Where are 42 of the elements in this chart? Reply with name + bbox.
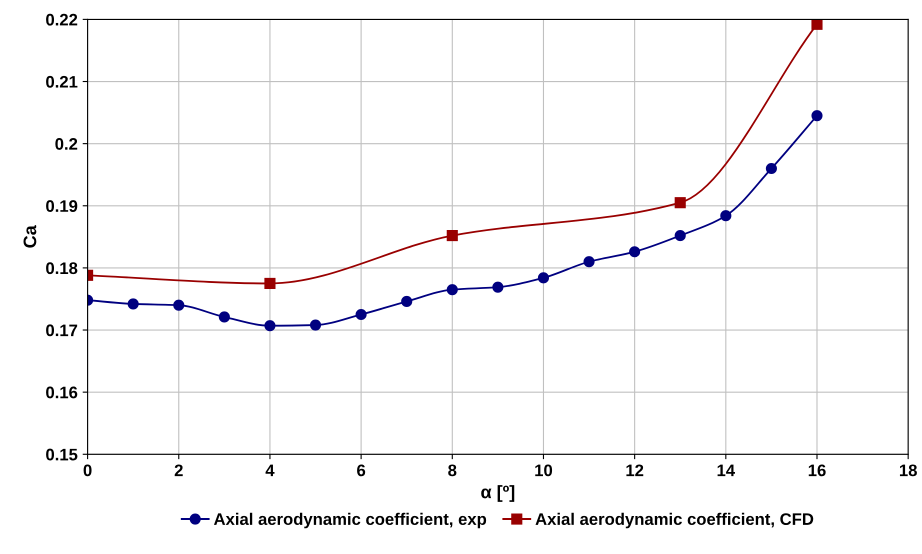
x-tick-label: 8 — [448, 464, 456, 476]
y-tick-label: 0.21 — [46, 76, 78, 88]
point — [446, 284, 458, 296]
point — [811, 110, 823, 122]
y-tick-label: 0.2 — [55, 138, 78, 150]
point — [356, 308, 367, 320]
point — [674, 197, 686, 208]
point — [492, 282, 504, 293]
y-tick-label: 0.15 — [46, 448, 78, 460]
point — [584, 256, 595, 268]
x-tick-label: 10 — [535, 464, 552, 476]
point — [629, 246, 640, 258]
point — [766, 162, 777, 174]
x-tick-label: 16 — [808, 464, 826, 476]
x-tick-label: 2 — [174, 464, 183, 476]
x-tick-label: 18 — [900, 464, 917, 476]
y-tick-label: 0.19 — [46, 200, 78, 212]
point — [264, 320, 276, 332]
legend-label: Axial aerodynamic coefficient, exp — [214, 512, 486, 528]
point — [218, 311, 230, 323]
x-tick-label: 12 — [626, 464, 644, 476]
point — [674, 230, 686, 242]
x-axis-title: α [º] — [481, 485, 514, 502]
point — [446, 230, 458, 242]
x-tick-label: 6 — [357, 464, 366, 476]
point — [720, 210, 732, 222]
x-tick-label: 14 — [718, 464, 735, 476]
point — [401, 296, 412, 308]
y-tick-label: 0.22 — [46, 14, 78, 26]
y-tick-label: 0.17 — [46, 324, 78, 336]
x-tick-label: 0 — [84, 464, 92, 476]
y-tick-label: 0.18 — [46, 262, 78, 274]
y-tick-label: 0.16 — [46, 386, 78, 398]
point — [811, 19, 823, 30]
x-tick-label: 4 — [266, 464, 274, 476]
point — [310, 320, 322, 331]
point — [128, 298, 139, 310]
y-axis-title: Ca — [24, 225, 36, 248]
legend-label: Axial aerodynamic coefficient, CFD — [536, 512, 814, 528]
point — [264, 278, 276, 289]
point — [538, 272, 550, 284]
point — [173, 300, 184, 311]
